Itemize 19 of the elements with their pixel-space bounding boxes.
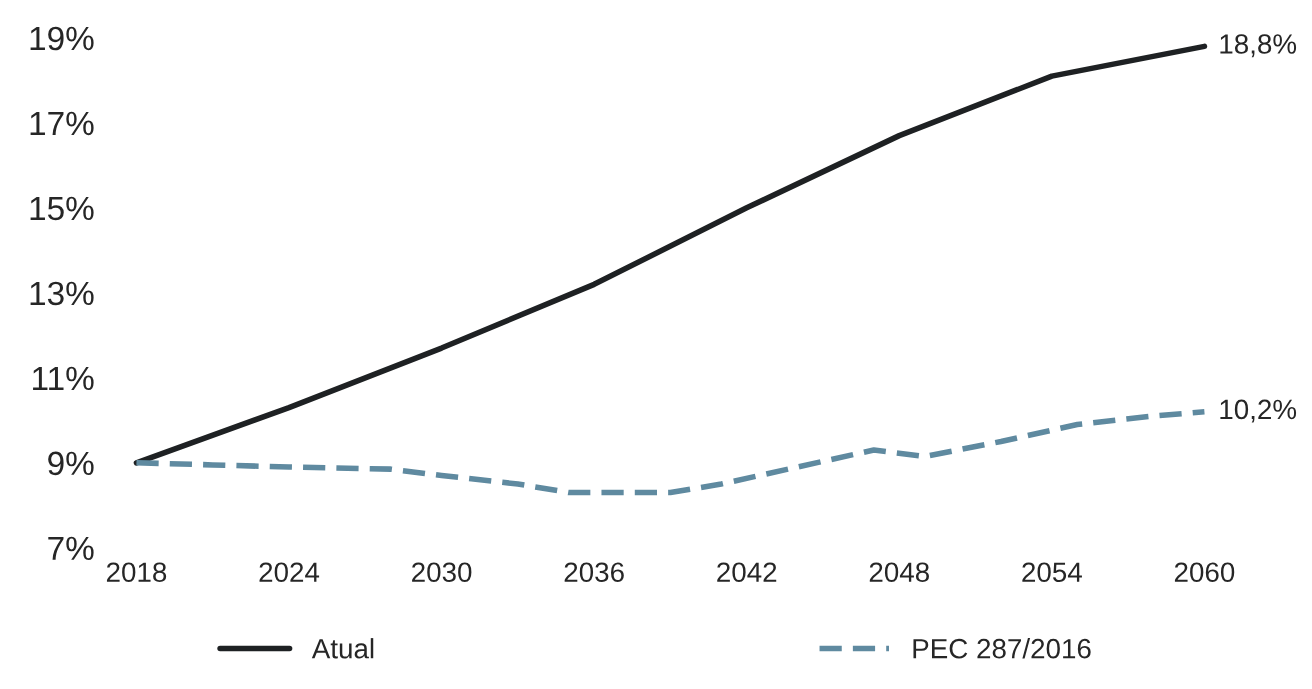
x-tick-label: 2030 [412, 562, 472, 583]
y-tick-label: 11% [33, 366, 94, 391]
y-tick-label: 17% [30, 111, 94, 136]
y-tick-label: 7% [48, 536, 94, 561]
x-tick-label: 2054 [1022, 562, 1082, 583]
legend-label: Atual [311, 638, 374, 659]
y-tick-label: 9% [48, 451, 94, 476]
annotation: 18,8% [1220, 34, 1297, 58]
x-tick-label: 2060 [1174, 562, 1235, 583]
x-tick-label: 2024 [259, 562, 320, 583]
x-tick-label: 2042 [717, 562, 777, 583]
y-tick-label: 19% [30, 26, 94, 51]
x-tick-label: 2018 [106, 562, 167, 583]
x-tick-label: 2036 [564, 562, 624, 583]
y-tick-label: 15% [30, 196, 94, 221]
legend-label: PEC 287/2016 [913, 638, 1091, 659]
annotation: 10,2% [1220, 399, 1297, 423]
y-tick-label: 13% [30, 281, 94, 306]
x-tick-label: 2048 [869, 562, 929, 583]
